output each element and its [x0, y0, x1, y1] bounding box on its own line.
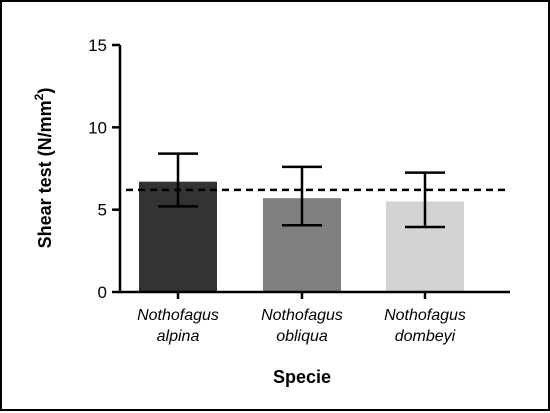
x-tick-label-1: Nothofagus alpina — [137, 307, 219, 345]
y-tick-label-0: 0 — [98, 283, 107, 302]
error-bar-2 — [282, 165, 322, 227]
x-tick-label-line: dombeyi — [395, 328, 456, 345]
y-tick-label-10: 10 — [88, 118, 107, 137]
y-axis-title: Shear test (N/mm2) — [32, 88, 55, 249]
x-axis-title: Specie — [273, 367, 331, 387]
x-tick-label-line: Nothofagus — [137, 307, 219, 324]
error-bar-3 — [405, 171, 445, 229]
y-axis-title-superscript: 2 — [32, 93, 46, 100]
y-axis-title-close: ) — [35, 88, 55, 94]
x-tick-label-2: Nothofagus obliqua — [261, 307, 343, 345]
axes-layer — [112, 43, 510, 299]
x-tick-label-line: alpina — [157, 328, 200, 345]
x-tick-label-3: Nothofagus dombeyi — [384, 307, 466, 345]
x-tick-label-line: obliqua — [276, 328, 328, 345]
x-tick-label-line: Nothofagus — [261, 307, 343, 324]
error-bars-layer — [158, 152, 445, 229]
y-tick-label-15: 15 — [88, 36, 107, 55]
x-tick-label-line: Nothofagus — [384, 307, 466, 324]
y-tick-label-5: 5 — [98, 201, 107, 220]
y-axis-title-text: Shear test (N/mm — [35, 100, 55, 248]
error-bar-1 — [158, 152, 198, 208]
